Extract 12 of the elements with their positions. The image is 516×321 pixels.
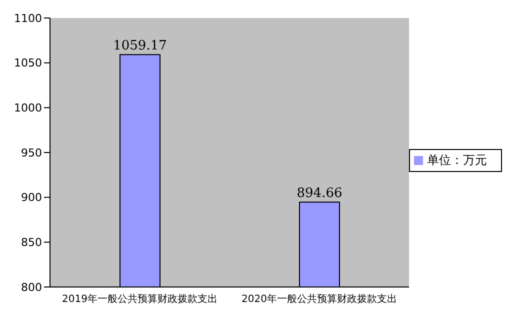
- x-tick-label: 2019年一般公共预算财政拨款支出: [62, 293, 218, 306]
- y-tick-label: 1100: [14, 12, 42, 25]
- x-tick-label: 2020年一般公共预算财政拨款支出: [242, 293, 397, 306]
- data-label: 1059.17: [113, 38, 167, 54]
- data-label: 894.66: [296, 186, 342, 202]
- y-tick-label: 1000: [14, 102, 42, 115]
- y-tick-label: 900: [21, 191, 42, 204]
- y-tick-label: 1050: [14, 56, 42, 70]
- y-tick-label: 850: [21, 236, 42, 250]
- legend-label: 单位：万元: [427, 153, 487, 167]
- y-tick-label: 800: [21, 280, 42, 294]
- y-tick-label: 950: [21, 146, 42, 160]
